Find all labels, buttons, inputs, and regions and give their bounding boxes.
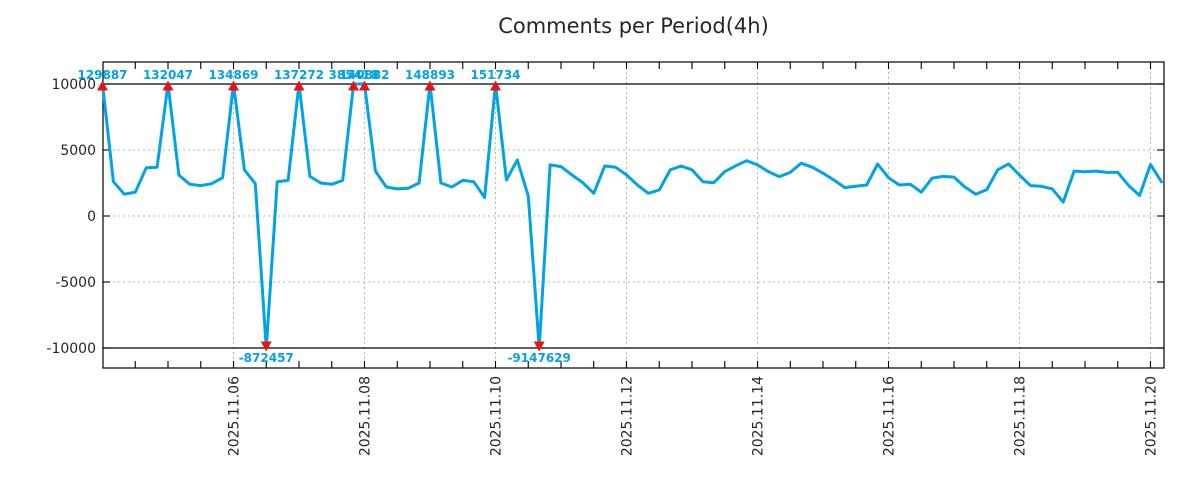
x-axis-date-label: 2025.11.08: [358, 376, 374, 456]
x-axis-date-label: 2025.11.06: [227, 376, 243, 456]
peak-marker: [162, 80, 174, 91]
peak-value-label: 137272: [274, 68, 324, 82]
peak-marker: [490, 80, 501, 91]
x-axis-date-label: 2025.11.20: [1144, 376, 1160, 456]
peak-value-label: 132047: [143, 68, 193, 82]
peak-value-label: 129887: [77, 68, 127, 82]
peak-value-label: 148893: [405, 68, 455, 82]
peak-marker: [97, 80, 108, 91]
trough-value-label: -9147629: [507, 351, 570, 365]
peak-value-label: 140882: [339, 68, 389, 82]
peak-marker: [348, 80, 360, 91]
chart-title: Comments per Period(4h): [498, 14, 769, 38]
trough-marker: [533, 341, 545, 352]
y-axis-label: -5000: [55, 275, 96, 291]
x-axis-date-label: 2025.11.10: [489, 376, 505, 456]
data-series-line: [101, 82, 1163, 350]
peak-marker: [359, 80, 370, 91]
peak-marker: [293, 80, 305, 91]
y-axis-label: 0: [87, 209, 96, 225]
peak-marker: [424, 80, 436, 91]
peak-value-label: 134869: [208, 68, 258, 82]
x-axis-date-label: 2025.11.12: [620, 376, 636, 456]
trough-value-label: -872457: [239, 351, 294, 365]
y-axis-label: -10000: [46, 341, 96, 357]
y-axis-label: 10000: [51, 77, 96, 93]
peak-value-label: 151734: [470, 68, 520, 82]
plot-border: [102, 61, 1165, 369]
x-axis-date-label: 2025.11.18: [1013, 376, 1029, 456]
peak-marker: [228, 80, 239, 91]
y-axis-label: 5000: [60, 143, 96, 159]
x-axis-date-label: 2025.11.16: [882, 376, 898, 456]
peak-value-label: 385418: [329, 68, 379, 82]
trough-marker: [260, 341, 272, 352]
x-axis-date-label: 2025.11.14: [751, 376, 767, 456]
